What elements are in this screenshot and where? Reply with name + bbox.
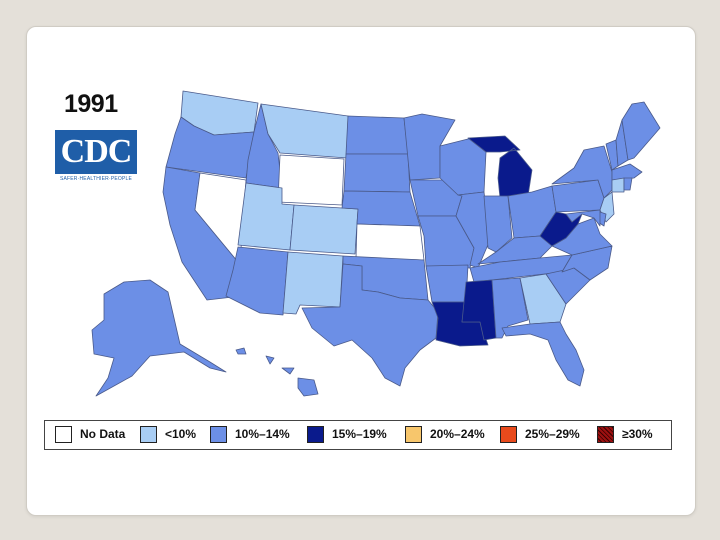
state-ma	[611, 163, 643, 181]
map-year-title: 1991	[64, 90, 118, 118]
cdc-logo: CDC SAFER·HEALTHIER·PEOPLE	[55, 130, 137, 188]
state-ak	[91, 279, 227, 397]
state-md	[565, 209, 601, 227]
legend-label: ≥30%	[622, 427, 653, 441]
state-ga	[519, 273, 567, 325]
legend-swatch	[500, 426, 517, 443]
legend-swatch	[405, 426, 422, 443]
cdc-logo-text: CDC	[55, 130, 137, 174]
state-wy	[277, 154, 345, 206]
legend-label: <10%	[165, 427, 197, 441]
state-nd	[345, 115, 409, 155]
state-tx	[301, 263, 439, 387]
state-in	[483, 195, 513, 253]
state-sd	[343, 153, 411, 193]
state-pa	[551, 179, 605, 213]
legend-swatch	[55, 426, 72, 443]
cdc-logo-tagline: SAFER·HEALTHIER·PEOPLE	[59, 176, 133, 182]
legend-label: 15%–19%	[332, 427, 387, 441]
state-ar	[425, 264, 469, 303]
legend-swatch	[140, 426, 157, 443]
state-fl	[501, 321, 585, 387]
legend-label: 10%–14%	[235, 427, 290, 441]
legend-label: 25%–29%	[525, 427, 580, 441]
legend-swatch	[210, 426, 227, 443]
state-ks	[355, 223, 425, 261]
state-mt	[260, 103, 349, 159]
state-ct	[611, 177, 625, 193]
legend-swatch	[597, 426, 614, 443]
state-hi	[235, 347, 319, 397]
state-co	[289, 204, 359, 255]
legend-swatch	[307, 426, 324, 443]
map-legend: No Data <10% 10%–14% 15%–19% 20%–24% 25%…	[44, 420, 672, 450]
state-ri	[623, 177, 633, 191]
legend-label: 20%–24%	[430, 427, 485, 441]
state-me	[621, 101, 661, 161]
legend-label: No Data	[80, 427, 126, 441]
state-nm	[282, 251, 344, 315]
